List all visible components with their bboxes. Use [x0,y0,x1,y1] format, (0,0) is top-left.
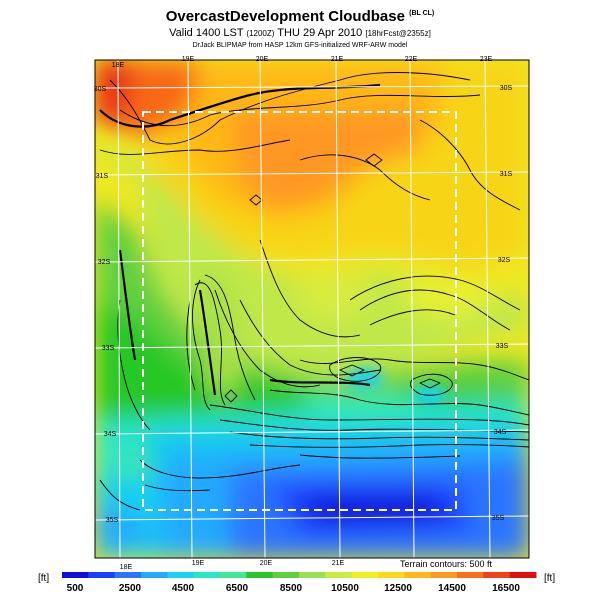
colorbar-swatch [509,572,537,578]
domain-boundary [142,111,457,511]
lat-label-right: 30S [500,85,513,92]
lat-label-right: 32S [498,257,511,264]
colorbar-swatch [430,572,458,578]
colorbar-swatch [351,572,379,578]
colorbar-ticks: 500 2500 4500 6500 8500 10500 12500 1450… [67,583,521,594]
cloudbase-contours [99,83,381,396]
colorbar-swatch [62,572,89,578]
forecast-info: [18hrFcst@2355z] [365,29,431,38]
title-text: OvercastDevelopment Cloudbase [165,8,405,25]
lon-label-bottom: 19E [192,560,205,567]
lon-label-bottom: 21E [332,560,345,567]
colorbar-swatch [167,572,195,578]
lat-label-left: 30S [94,86,107,93]
lat-label-left: 35S [106,517,119,524]
colorbar-tick-label: 10500 [331,583,359,594]
colorbar-unit-left: [ft] [38,573,50,584]
lat-label-left: 33S [102,345,115,352]
lat-label-left: 31S [96,173,109,180]
colorbar-tick-label: 4500 [172,583,195,594]
model-credit: DrJack BLIPMAP from HASP 12km GFS-initia… [192,42,408,49]
colorbar-swatch [483,572,511,578]
lon-label-top: 18E [112,62,125,69]
colorbar-tick-label: 500 [67,583,84,594]
colorbar-unit-right: [ft] [544,573,556,584]
colorbar-swatch [457,572,484,578]
lat-label-right: 31S [500,171,513,178]
colorbar-swatch [193,572,221,578]
colorbar-tick-label: 8500 [280,583,303,594]
lat-label-right: 35S [492,515,505,522]
colorbar-swatch [220,572,247,578]
lon-label-top: 21E [331,56,344,63]
cloudbase-field [95,60,529,558]
terrain-contour-note: Terrain contours: 500 ft [400,559,493,569]
lat-label-right: 33S [496,343,509,350]
chart-title: OvercastDevelopment Cloudbase (BL CL) [0,8,600,25]
colorbar-swatch [114,572,142,578]
lat-label-left: 32S [98,259,111,266]
valid-time-line: Valid 1400 LST (1200Z) THU 29 Apr 2010 [… [0,27,600,39]
valid-time-paren: (1200Z) [246,29,275,38]
lon-label-bottom: 18E [120,564,133,571]
colorbar-swatch [141,572,168,578]
colorbar-swatch [404,572,432,578]
colorbar-tick-label: 12500 [384,583,412,594]
colorbar-swatch [272,572,300,578]
colorbar-swatch [378,572,405,578]
lon-label-top: 22E [405,56,418,63]
lon-label-top: 20E [256,56,269,63]
lat-label-left: 34S [104,431,117,438]
colorbar-swatch [88,572,116,578]
lat-label-right: 34S [494,429,507,436]
colorbar-tick-label: 6500 [226,583,249,594]
lon-label-top: 19E [182,56,195,63]
valid-date: THU 29 Apr 2010 [277,27,363,39]
colorbar [62,572,537,578]
lon-label-top: 23E [480,56,493,63]
colorbar-tick-label: 14500 [438,583,466,594]
colorbar-tick-label: 16500 [492,583,520,594]
map-frame [94,59,530,559]
colorbar-swatch [246,572,274,578]
valid-time: Valid 1400 LST [169,27,244,39]
colorbar-tick-label: 2500 [119,583,142,594]
lon-label-bottom: 20E [260,560,273,567]
colorbar-swatch [325,572,353,578]
colorbar-swatch [299,572,326,578]
title-suffix: (BL CL) [409,10,435,17]
